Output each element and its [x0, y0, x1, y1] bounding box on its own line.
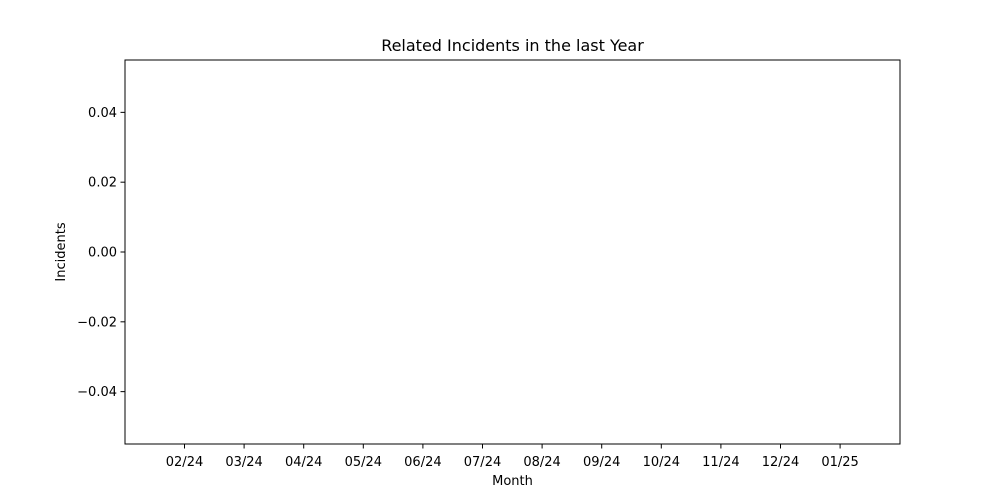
x-tick-label: 01/25 — [821, 455, 858, 470]
x-tick-label: 09/24 — [583, 455, 620, 470]
x-tick-label: 05/24 — [345, 455, 382, 470]
x-tick-label: 06/24 — [404, 455, 441, 470]
plot-area — [125, 60, 900, 444]
x-tick-label: 04/24 — [285, 455, 322, 470]
y-tick-label: 0.00 — [88, 246, 117, 261]
x-axis-ticks: 02/24 03/24 04/24 05/24 06/24 07/24 08/24 09/24… — [166, 444, 859, 470]
y-tick-label: −0.02 — [77, 315, 117, 330]
chart-title: Related Incidents in the last Year — [381, 36, 644, 55]
x-tick-label: 03/24 — [225, 455, 262, 470]
x-axis-label: Month — [492, 474, 533, 489]
x-tick-label: 02/24 — [166, 455, 203, 470]
x-tick-label: 12/24 — [762, 455, 799, 470]
x-tick-label: 10/24 — [643, 455, 680, 470]
x-tick-label: 08/24 — [523, 455, 560, 470]
y-tick-label: 0.02 — [88, 176, 117, 191]
x-tick-label: 07/24 — [464, 455, 501, 470]
y-axis-ticks: −0.04 −0.02 0.00 0.02 0.04 — [77, 106, 125, 400]
x-tick-label: 11/24 — [702, 455, 739, 470]
y-tick-label: −0.04 — [77, 385, 117, 400]
y-tick-label: 0.04 — [88, 106, 117, 121]
y-axis-label: Incidents — [54, 222, 69, 281]
